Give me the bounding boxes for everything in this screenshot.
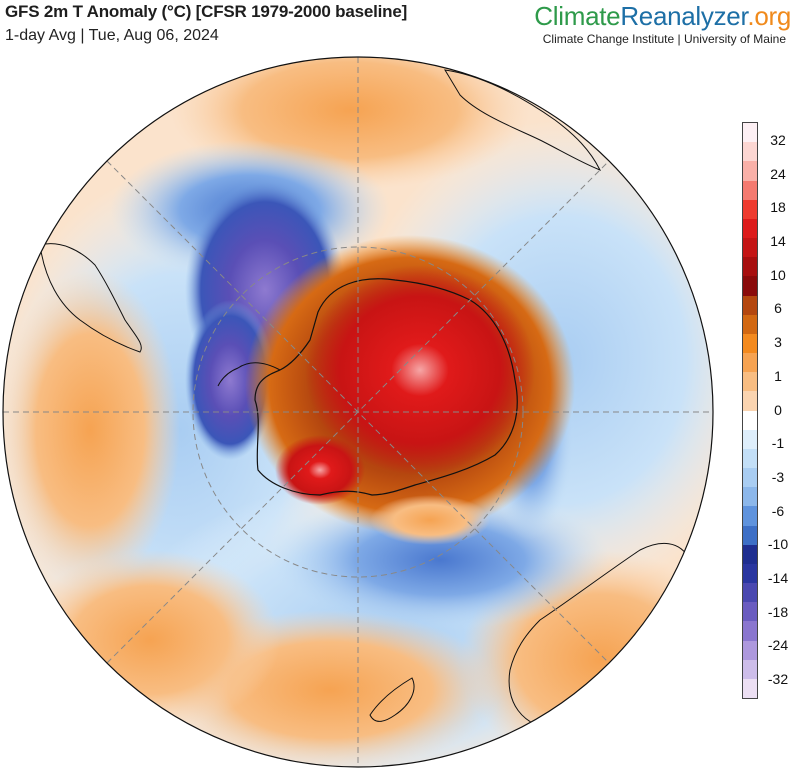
colorbar-segment	[743, 410, 757, 430]
brand-name-part3: .org	[747, 1, 791, 31]
colorbar-segment	[743, 563, 757, 584]
colorbar-segment	[743, 525, 757, 545]
colorbar-tick-label: -14	[767, 569, 789, 586]
colorbar-segment	[743, 123, 757, 143]
colorbar-segment	[743, 583, 757, 603]
colorbar-segment	[743, 199, 757, 219]
graticule	[3, 57, 713, 767]
colorbar-segment	[743, 621, 757, 641]
colorbar-tick-label: -10	[767, 536, 789, 553]
colorbar-segment	[743, 142, 757, 162]
africa-coastline	[444, 69, 602, 171]
globe-outline	[2, 56, 714, 768]
brand-name-part1: Climate	[534, 1, 621, 31]
colorbar-tick-label: 14	[770, 233, 786, 250]
colorbar-segment	[743, 333, 757, 354]
antarctica-coastline	[254, 278, 518, 496]
brand-logo[interactable]: ClimateReanalyzer.org	[534, 1, 791, 32]
colorbar-segment	[743, 506, 757, 526]
colorbar-tick-label: 3	[774, 334, 782, 351]
south-america-coastline	[39, 243, 142, 353]
colorbar-tick-labels: 32 24 18 14 10 6 3 1 0 -1 -3 -6 -10 -14 -18 -24 -32	[760, 122, 796, 697]
colorbar-segment	[743, 257, 757, 277]
colorbar-tick-label: 6	[774, 300, 782, 317]
colorbar-tick-label: -18	[767, 603, 789, 620]
colorbar-segment	[743, 678, 757, 699]
colorbar-segment	[743, 218, 757, 239]
colorbar-tick-label: 24	[770, 165, 786, 182]
colorbar-segment	[743, 602, 757, 622]
brand-tagline: Climate Change Institute | University of…	[542, 32, 786, 46]
colorbar-tick-label: -3	[771, 468, 785, 485]
colorbar-tick-label: 1	[774, 367, 782, 384]
new-zealand-coastline	[369, 677, 415, 722]
brand-name-part2: Reanalyzer	[620, 1, 748, 31]
map-subtitle: 1-day Avg | Tue, Aug 06, 2024	[5, 27, 219, 44]
colorbar-tick-label: -6	[771, 502, 785, 519]
colorbar-segment	[743, 276, 757, 296]
colorbar-segment	[743, 314, 757, 334]
colorbar-tick-label: 0	[774, 401, 782, 418]
colorbar-tick-label: -24	[767, 637, 789, 654]
colorbar-segment	[743, 161, 757, 181]
colorbar-segment	[743, 487, 757, 507]
colorbar-segment	[743, 295, 757, 315]
colorbar-tick-label: -32	[767, 671, 789, 687]
anomaly-map	[2, 56, 714, 768]
colorbar-segment	[743, 238, 757, 258]
colorbar-segment	[743, 544, 757, 564]
colorbar-segment	[743, 353, 757, 373]
colorbar-segment	[743, 640, 757, 660]
colorbar-segment	[743, 448, 757, 469]
colorbar-tick-label: 32	[770, 132, 786, 148]
colorbar-segment	[743, 391, 757, 411]
colorbar-segment	[743, 468, 757, 488]
colorbar-tick-label: -1	[771, 435, 785, 452]
colorbar-tick-label: 10	[770, 266, 786, 283]
colorbar-segment	[743, 372, 757, 392]
map-title: GFS 2m T Anomaly (°C) [CFSR 1979-2000 ba…	[5, 2, 408, 21]
globe-fill	[3, 57, 713, 767]
colorbar-segment	[743, 429, 757, 449]
colorbar	[742, 122, 758, 699]
colorbar-segment	[743, 180, 757, 200]
colorbar-segment	[743, 659, 757, 679]
colorbar-tick-label: 18	[770, 199, 786, 216]
